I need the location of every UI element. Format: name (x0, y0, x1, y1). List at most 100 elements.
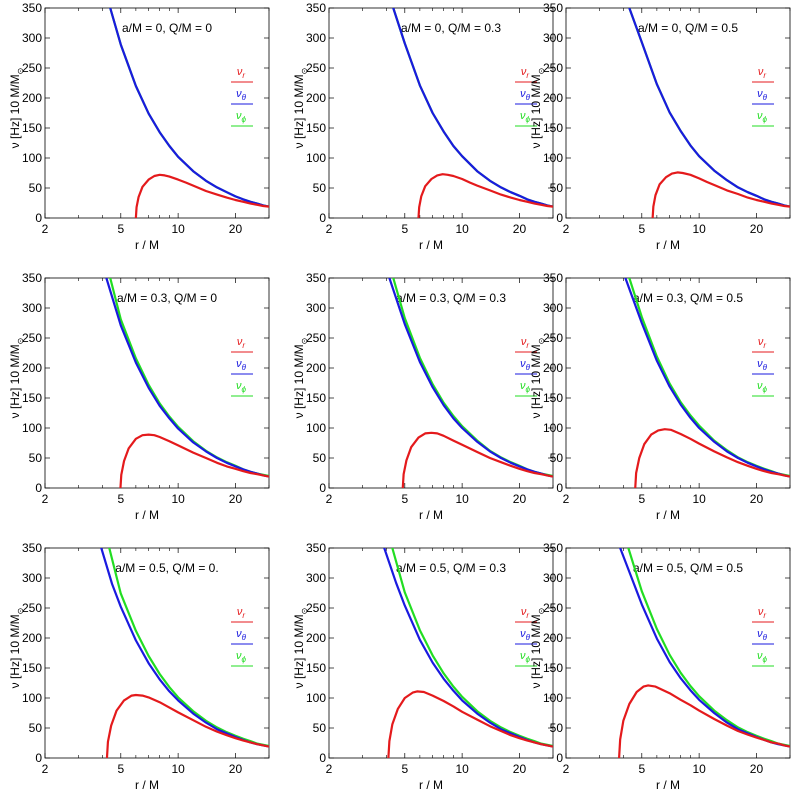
legend-base: ν (757, 88, 763, 100)
y-tick-label: 0 (319, 751, 326, 765)
y-tick-label: 350 (306, 541, 326, 555)
y-axis-label-main: ν [Hz] 10 M/M (292, 344, 306, 418)
y-axis-label-sub: ⊙ (300, 608, 309, 615)
legend-base: ν (520, 650, 526, 662)
legend-label-phi: νϕ (520, 650, 531, 664)
y-axis-label-sub: ⊙ (16, 338, 25, 345)
y-tick-label: 100 (306, 151, 326, 165)
y-axis-label-sub: ⊙ (537, 338, 546, 345)
legend-label-phi: νϕ (757, 380, 768, 394)
panel-1: 0 50 100 150 200 250 300 350 2 5 10 20 r / M ν [Hz] 1… (8, 1, 270, 252)
y-tick-label: 100 (306, 421, 326, 435)
legend-base: ν (757, 650, 763, 662)
legend-label-theta: νθ (757, 88, 768, 102)
y-tick-label: 150 (543, 661, 563, 675)
legend-label-r: νr (237, 66, 246, 80)
y-tick-label: 50 (29, 721, 43, 735)
x-tick-label: 5 (638, 222, 645, 236)
panel-title: a/M = 0.3, Q/M = 0 (117, 291, 217, 305)
y-tick-label: 300 (22, 571, 42, 585)
x-axis-label: r / M (135, 778, 159, 791)
x-tick-label: 2 (42, 222, 49, 236)
panel-2: 0 50 100 150 200 250 300 350 2 5 10 20 r / M ν [Hz] 1… (292, 1, 554, 252)
legend-label-phi: νϕ (236, 650, 247, 664)
legend-label-theta: νθ (236, 358, 247, 372)
y-tick-label: 250 (543, 61, 563, 75)
y-tick-label: 350 (306, 271, 326, 285)
x-tick-label: 10 (171, 222, 185, 236)
y-axis-label: ν [Hz] 10 M/M⊙ (8, 68, 25, 149)
y-tick-label: 100 (22, 421, 42, 435)
plot-frame (44, 277, 270, 489)
x-tick-label: 5 (638, 492, 645, 506)
plot-frame (44, 547, 270, 759)
series-line-phi (628, 8, 790, 208)
legend-sub: r (526, 341, 529, 350)
series-line-r (119, 433, 269, 488)
legend-base: ν (520, 380, 526, 392)
y-axis-label: ν [Hz] 10 M/M⊙ (292, 68, 309, 149)
y-tick-label: 50 (29, 451, 43, 465)
x-tick-label: 20 (229, 762, 243, 776)
legend-sub: r (242, 611, 245, 620)
y-tick-label: 250 (306, 331, 326, 345)
y-axis-label: ν [Hz] 10 M/M⊙ (529, 338, 546, 419)
y-tick-label: 250 (22, 331, 42, 345)
y-tick-label: 0 (556, 211, 563, 225)
y-axis-label-main: ν [Hz] 10 M/M (8, 74, 22, 148)
panel-title: a/M = 0.3, Q/M = 0.3 (396, 291, 506, 305)
y-tick-label: 150 (306, 121, 326, 135)
legend-label-phi: νϕ (520, 110, 531, 124)
x-tick-label: 10 (171, 762, 185, 776)
legend-label-theta: νθ (236, 88, 247, 102)
legend-sub: ϕ (763, 115, 768, 124)
x-tick-label: 10 (692, 222, 706, 236)
legend-sub: ϕ (526, 655, 531, 664)
legend-label-phi: νϕ (236, 110, 247, 124)
legend-base: ν (236, 650, 242, 662)
y-tick-label: 350 (543, 271, 563, 285)
x-axis-label: r / M (419, 778, 443, 791)
y-tick-label: 250 (22, 601, 42, 615)
legend-base: ν (520, 88, 526, 100)
legend-sub: θ (763, 363, 768, 372)
x-tick-label: 2 (326, 222, 333, 236)
y-tick-label: 50 (550, 721, 564, 735)
y-tick-label: 50 (313, 181, 327, 195)
y-tick-label: 250 (543, 331, 563, 345)
x-axis-label: r / M (135, 238, 159, 252)
legend-label-phi: νϕ (757, 650, 768, 664)
y-tick-label: 200 (543, 91, 563, 105)
x-tick-label: 5 (117, 762, 124, 776)
series-line-r (387, 690, 553, 758)
series-line-r (134, 173, 269, 218)
legend-sub: ϕ (242, 655, 247, 664)
legend-base: ν (236, 110, 242, 122)
x-axis-label: r / M (656, 778, 680, 791)
y-tick-label: 100 (306, 691, 326, 705)
x-tick-label: 10 (455, 492, 469, 506)
legend-label-phi: νϕ (520, 380, 531, 394)
y-tick-label: 150 (306, 661, 326, 675)
x-tick-label: 20 (750, 492, 764, 506)
legend-sub: ϕ (242, 385, 247, 394)
legend-sub: θ (526, 633, 531, 642)
x-tick-label: 2 (563, 492, 570, 506)
panel-5: 0 50 100 150 200 250 300 350 2 5 10 20 r / M ν [Hz] 1… (292, 271, 554, 522)
legend-base: ν (521, 336, 527, 348)
x-tick-label: 5 (638, 762, 645, 776)
y-axis-label-main: ν [Hz] 10 M/M (292, 614, 306, 688)
panel-title: a/M = 0, Q/M = 0 (122, 21, 212, 35)
y-tick-label: 250 (22, 61, 42, 75)
x-tick-label: 20 (513, 222, 527, 236)
y-tick-label: 50 (550, 451, 564, 465)
x-tick-label: 5 (401, 762, 408, 776)
plot-frame (328, 277, 554, 489)
y-tick-label: 300 (306, 31, 326, 45)
y-tick-label: 50 (313, 721, 327, 735)
series-line-r (617, 684, 790, 758)
y-tick-label: 350 (22, 541, 42, 555)
y-tick-label: 200 (22, 631, 42, 645)
y-tick-label: 150 (22, 391, 42, 405)
x-axis-label: r / M (656, 508, 680, 522)
